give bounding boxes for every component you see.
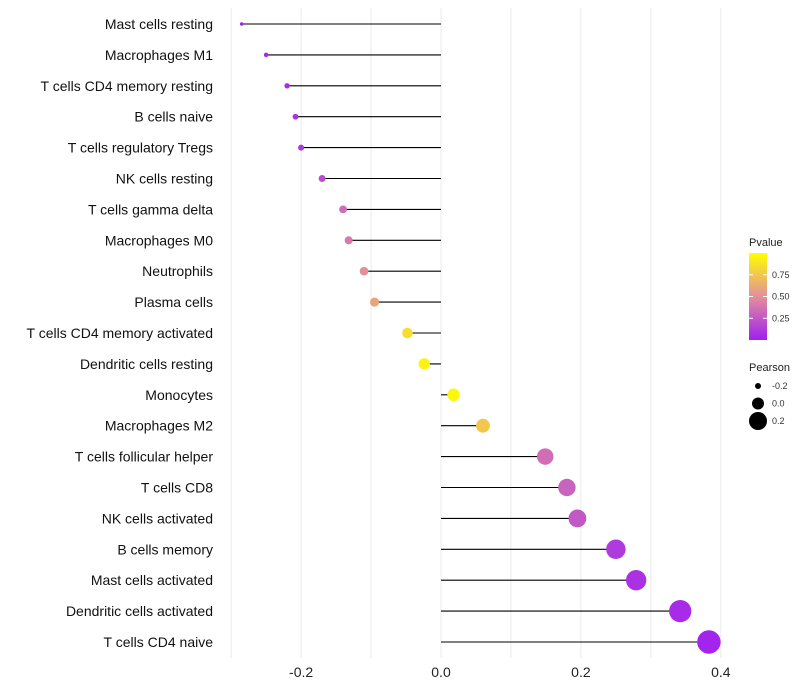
legend-pvalue-title: Pvalue: [749, 237, 783, 249]
y-tick-label: T cells CD4 memory activated: [27, 325, 213, 341]
lollipop-point: [339, 205, 347, 214]
lollipop-point: [536, 448, 554, 465]
lollipop-point: [669, 599, 692, 623]
y-tick-label: Mast cells activated: [91, 572, 213, 588]
y-axis-labels: Mast cells resting Macrophages M1 T cells …: [27, 16, 214, 650]
x-tick-label: 0.4: [711, 664, 731, 680]
y-tick-label: NK cells activated: [102, 510, 213, 526]
legend-pearson-label: 0.2: [772, 416, 785, 426]
x-tick-label: 0.0: [431, 664, 451, 680]
x-tick-label: 0.2: [571, 664, 591, 680]
lollipop-segments: [241, 23, 709, 643]
lollipop-point: [344, 236, 353, 245]
lollipop-point: [625, 570, 647, 591]
lollipop-point: [402, 327, 413, 339]
lollipop-point: [697, 630, 721, 654]
lollipop-point: [292, 113, 299, 120]
legend-pearson-keys: -0.2 0.0 0.2: [749, 381, 788, 430]
y-tick-label: Macrophages M1: [105, 47, 213, 63]
lollipop-point: [369, 297, 380, 307]
y-tick-label: Neutrophils: [142, 263, 213, 279]
lollipop-point: [447, 388, 460, 402]
y-tick-label: T cells follicular helper: [75, 449, 214, 465]
legend-pearson-label: -0.2: [772, 381, 788, 391]
y-tick-label: Dendritic cells activated: [66, 603, 213, 619]
lollipop-points: [239, 22, 721, 654]
legend-pvalue-colorbar: [749, 253, 767, 340]
grid-lines: [230, 8, 722, 658]
y-tick-label: B cells memory: [117, 541, 213, 557]
y-tick-label: NK cells resting: [116, 171, 213, 187]
y-tick-label: Plasma cells: [134, 294, 213, 310]
y-tick-label: T cells CD8: [141, 480, 213, 496]
lollipop-point: [476, 418, 490, 433]
lollipop-point: [558, 478, 576, 497]
legend-pvalue-tick-label: 0.75: [772, 270, 790, 280]
y-tick-label: Macrophages M2: [105, 418, 213, 434]
y-tick-label: Macrophages M0: [105, 232, 213, 248]
lollipop-point: [418, 358, 430, 370]
legend-pvalue-tick-label: 0.25: [772, 313, 790, 323]
legend-pearson-label: 0.0: [772, 399, 785, 409]
lollipop-point: [359, 266, 369, 276]
y-tick-label: T cells gamma delta: [88, 201, 213, 217]
legend-pearson-key: [752, 397, 764, 410]
lollipop-point: [568, 509, 587, 528]
legend-pearson-key: [755, 383, 761, 389]
legend-pvalue-ticks: 0.75 0.50 0.25: [749, 270, 790, 323]
y-tick-label: Dendritic cells resting: [80, 356, 213, 372]
lollipop-point: [263, 52, 269, 58]
x-tick-label: -0.2: [289, 664, 313, 680]
lollipop-point: [298, 144, 305, 151]
y-tick-label: Monocytes: [145, 387, 213, 403]
lollipop-point: [318, 175, 326, 182]
y-tick-label: Mast cells resting: [105, 16, 213, 32]
y-tick-label: T cells regulatory Tregs: [68, 140, 213, 156]
legend-pearson-title: Pearson: [749, 362, 790, 374]
lollipop-point: [284, 83, 290, 89]
legend-pvalue-tick-label: 0.50: [772, 292, 790, 302]
y-tick-label: T cells CD4 memory resting: [41, 78, 213, 94]
x-axis-labels: -0.2 0.0 0.2 0.4: [289, 664, 731, 680]
y-tick-label: T cells CD4 naive: [104, 634, 214, 650]
legend: Pvalue 0.75 0.50 0.25 Pearson -0.2 0.0 0.2: [749, 237, 790, 430]
lollipop-point: [239, 22, 244, 26]
y-tick-label: B cells naive: [134, 109, 213, 125]
legend-pearson-key: [749, 412, 767, 430]
lollipop-point: [606, 539, 626, 560]
